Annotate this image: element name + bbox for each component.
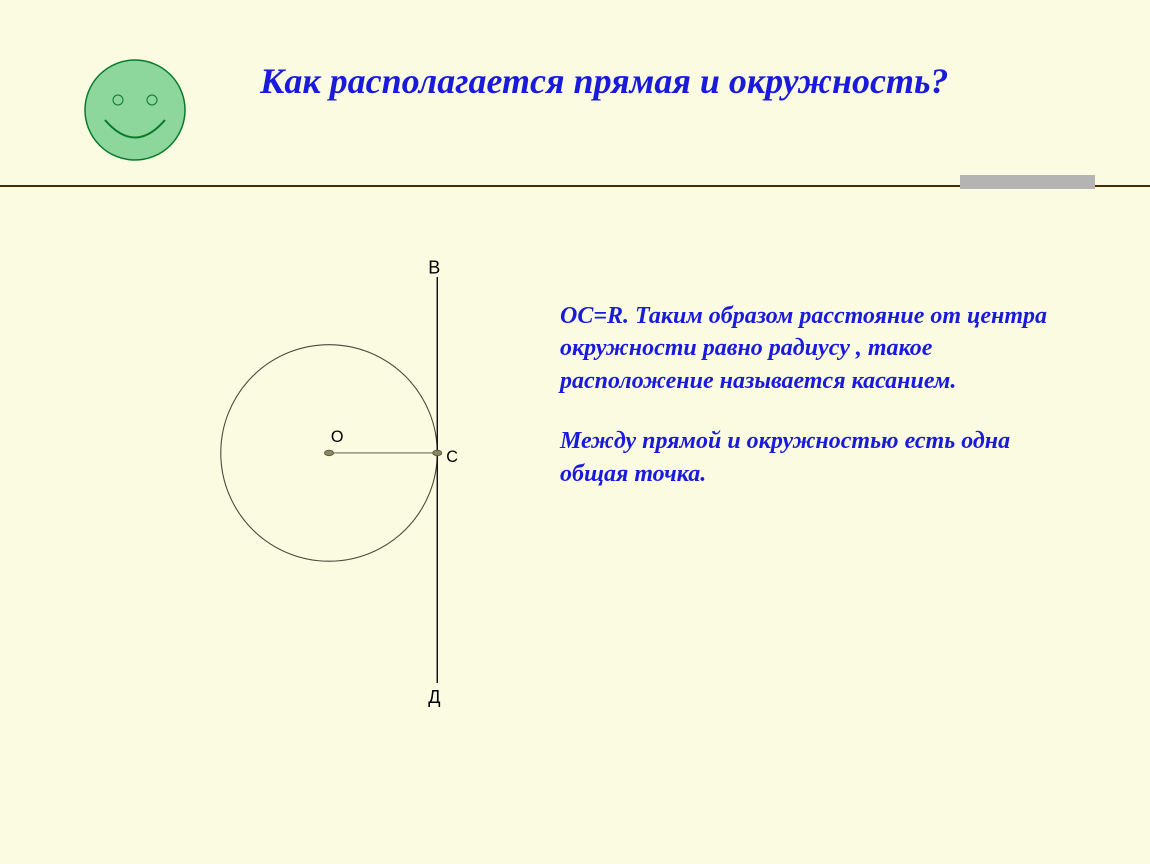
svg-text:С: С (446, 448, 458, 466)
body-text: ОС=R. Таким образом расстояние от центра… (560, 300, 1080, 518)
paragraph-2: Между прямой и окружностью есть одна общ… (560, 425, 1080, 490)
smiley-icon (80, 55, 190, 170)
tangent-diagram: О С В Д (130, 250, 510, 715)
paragraph-1: ОС=R. Таким образом расстояние от центра… (560, 300, 1080, 397)
svg-text:О: О (331, 428, 344, 446)
svg-text:Д: Д (428, 687, 440, 707)
svg-text:В: В (428, 257, 440, 277)
slide: Как располагается прямая и окружность? О… (0, 0, 1150, 864)
divider-accent (960, 175, 1095, 189)
slide-title: Как располагается прямая и окружность? (260, 58, 1010, 105)
